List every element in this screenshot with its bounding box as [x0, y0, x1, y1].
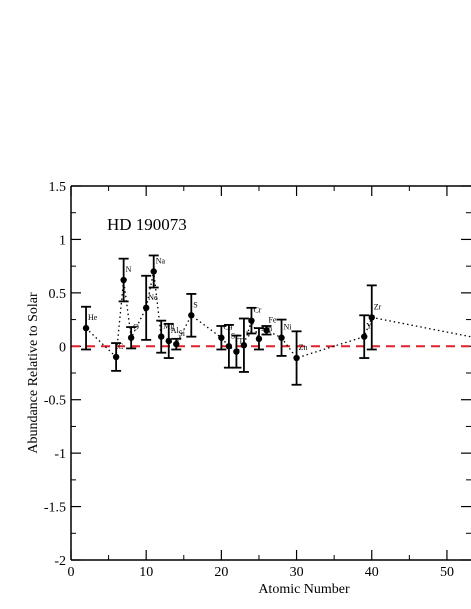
x-tick-label: 30	[290, 565, 304, 580]
element-label: N	[126, 265, 132, 274]
element-label: Ti	[238, 337, 246, 346]
data-point	[240, 342, 248, 349]
data-point	[188, 312, 195, 319]
data-point	[361, 333, 368, 340]
data-point	[293, 354, 300, 362]
y-tick-label: 0	[59, 340, 66, 355]
y-tick-label: -2	[54, 554, 66, 569]
element-label: Mg	[163, 322, 174, 331]
data-point	[82, 324, 90, 332]
data-point	[218, 334, 225, 341]
x-tick-label: 20	[214, 565, 228, 580]
plot-frame	[70, 185, 471, 561]
data-point	[225, 343, 233, 350]
data-point	[248, 317, 255, 324]
data-point	[233, 348, 240, 355]
error-bar-layer	[81, 254, 377, 386]
element-label: Mn	[261, 324, 272, 333]
element-label: Sc	[231, 331, 239, 340]
x-tick-label: 10	[139, 565, 153, 580]
element-label: Fe	[268, 315, 276, 324]
connector-layer	[85, 271, 471, 359]
element-label: Cr	[253, 306, 261, 315]
element-label: C	[118, 342, 123, 351]
y-tick-label: -0.5	[44, 394, 66, 409]
data-point	[150, 268, 157, 275]
element-label: Al	[171, 326, 180, 335]
element-label: Zn	[299, 343, 308, 352]
element-label: S	[193, 300, 197, 309]
element-label: V	[246, 330, 252, 339]
data-point	[368, 314, 375, 321]
data-point	[165, 337, 172, 345]
data-point	[127, 334, 135, 341]
element-label: Si	[178, 329, 185, 338]
y-tick-label: 1	[59, 233, 66, 248]
x-tick-label: 50	[440, 565, 454, 580]
element-label: Ne	[148, 293, 158, 302]
data-point	[173, 340, 180, 348]
element-label: Y	[366, 322, 372, 331]
y-tick-label: -1	[54, 447, 66, 462]
data-point	[263, 327, 270, 334]
x-axis-label: Atomic Number	[258, 582, 350, 597]
element-label: O	[133, 323, 139, 332]
element-label: Ni	[284, 323, 293, 332]
dotted-connector-line	[85, 271, 471, 359]
y-tick-label: -1.5	[44, 501, 66, 516]
axis-ticks: -2 -1.5 -1 -0.5 0 0.5 1 1.5 0 10 20 30 40 50	[44, 180, 471, 580]
y-tick-label: 1.5	[49, 180, 67, 195]
x-tick-label: 0	[68, 565, 75, 580]
data-point-layer	[82, 268, 375, 362]
data-point	[278, 334, 285, 341]
y-tick-label: 0.5	[49, 287, 67, 302]
element-label: Na	[156, 256, 166, 265]
element-label: Ca	[223, 323, 232, 332]
data-point	[142, 304, 150, 312]
element-label: Zr	[374, 302, 382, 311]
data-point	[112, 353, 120, 361]
data-point	[120, 276, 127, 284]
element-label: He	[88, 313, 98, 322]
y-axis-label: Abundance Relative to Solar	[26, 292, 41, 454]
data-point	[158, 333, 165, 340]
star-name-annotation: HD 190073	[107, 215, 187, 234]
x-tick-label: 40	[365, 565, 379, 580]
data-point	[255, 335, 263, 343]
